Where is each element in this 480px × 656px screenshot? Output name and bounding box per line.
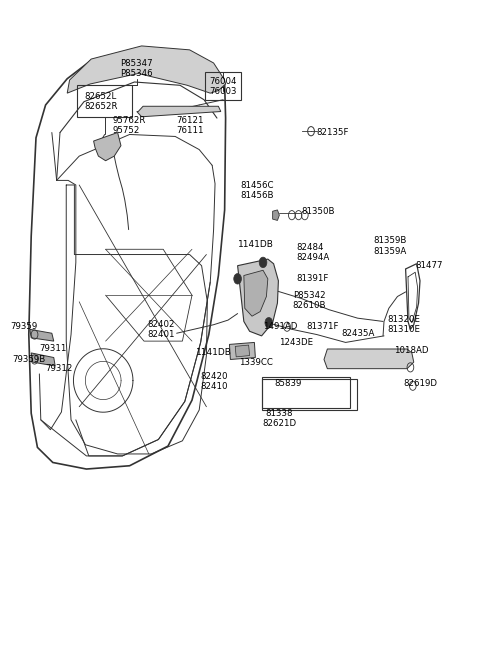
Polygon shape [67, 46, 226, 93]
Text: 95762R
95752: 95762R 95752 [113, 116, 146, 136]
Bar [77, 85, 132, 117]
Text: 82135F: 82135F [317, 128, 349, 137]
Text: 76121
76111: 76121 76111 [177, 116, 204, 136]
Bar [262, 379, 357, 410]
Circle shape [265, 318, 273, 328]
Text: 82484
82494A: 82484 82494A [297, 243, 330, 262]
Text: 79359B: 79359B [12, 355, 45, 364]
Text: 81371F: 81371F [306, 322, 339, 331]
Text: 79311: 79311 [39, 344, 67, 354]
Text: 82420
82410: 82420 82410 [201, 372, 228, 392]
Circle shape [259, 257, 267, 268]
Polygon shape [235, 345, 250, 357]
Polygon shape [137, 106, 221, 117]
Text: 81359B
81359A: 81359B 81359A [373, 236, 407, 256]
Text: 1491AD: 1491AD [263, 322, 298, 331]
Text: 81391F: 81391F [297, 274, 329, 283]
Polygon shape [238, 259, 278, 336]
Text: 1243DE: 1243DE [279, 338, 313, 347]
Text: 79359: 79359 [11, 322, 38, 331]
Text: 81350B: 81350B [301, 207, 335, 216]
Text: 82435A: 82435A [342, 329, 375, 338]
Text: P85342
82610B: P85342 82610B [293, 291, 326, 310]
Polygon shape [30, 329, 54, 341]
Text: 82402
82401: 82402 82401 [148, 319, 175, 339]
Text: 81477: 81477 [415, 261, 443, 270]
Polygon shape [94, 133, 121, 161]
Bar [262, 377, 350, 408]
Circle shape [234, 274, 241, 284]
Text: 1141DB: 1141DB [238, 239, 274, 249]
Polygon shape [324, 349, 414, 369]
Polygon shape [31, 353, 55, 366]
Text: 1018AD: 1018AD [394, 346, 428, 356]
Text: 82652L
82652R: 82652L 82652R [84, 92, 118, 112]
Text: P85347
P85346: P85347 P85346 [120, 59, 153, 79]
Bar [205, 72, 241, 100]
Text: 79312: 79312 [46, 364, 73, 373]
Text: 81456C
81456B: 81456C 81456B [240, 180, 274, 200]
Text: 82619D: 82619D [403, 379, 437, 388]
Text: 81320E
81310E: 81320E 81310E [388, 315, 421, 335]
Text: 76004
76003: 76004 76003 [209, 77, 237, 96]
Polygon shape [229, 342, 255, 359]
Polygon shape [244, 270, 268, 316]
Polygon shape [273, 210, 279, 220]
Text: 1141DB: 1141DB [196, 348, 232, 358]
Text: 81338
82621D: 81338 82621D [262, 409, 297, 428]
Text: 85839: 85839 [275, 379, 302, 388]
Text: 1339CC: 1339CC [239, 358, 273, 367]
